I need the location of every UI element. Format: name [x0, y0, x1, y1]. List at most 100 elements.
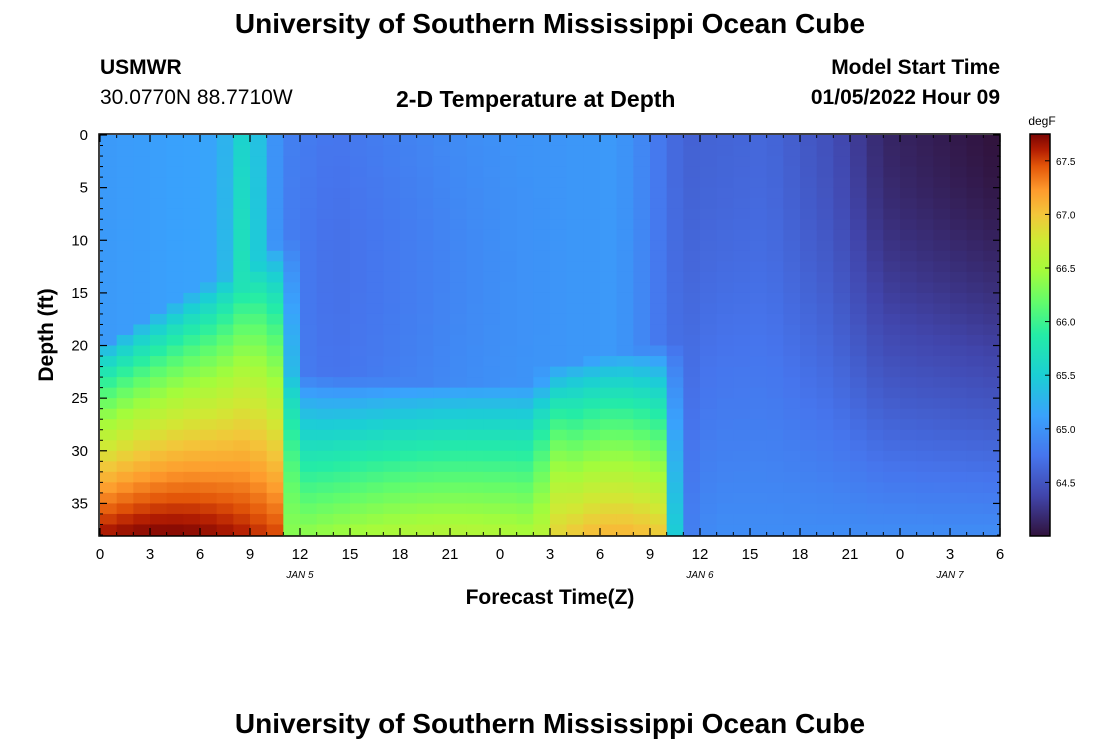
- heatmap-cell: [200, 282, 218, 294]
- heatmap-cell: [400, 440, 418, 452]
- heatmap-cell: [433, 219, 451, 231]
- heatmap-cell: [450, 345, 468, 357]
- heatmap-cell: [650, 398, 668, 410]
- heatmap-cell: [516, 377, 534, 389]
- heatmap-cell: [483, 229, 501, 241]
- heatmap-cell: [933, 292, 951, 305]
- heatmap-cell: [816, 261, 834, 273]
- heatmap-cell: [600, 387, 618, 399]
- heatmap-cell: [150, 461, 168, 473]
- heatmap-cell: [900, 324, 918, 336]
- heatmap-cell: [750, 313, 768, 326]
- heatmap-cell: [950, 345, 968, 357]
- heatmap-cell: [416, 261, 434, 273]
- heatmap-cell: [566, 377, 584, 389]
- heatmap-cell: [533, 324, 551, 336]
- heatmap-cell: [833, 335, 851, 347]
- heatmap-cell: [750, 377, 768, 389]
- heatmap-cell: [250, 250, 268, 262]
- heatmap-cell: [250, 450, 268, 462]
- heatmap-cell: [766, 408, 784, 420]
- heatmap-cell: [566, 166, 584, 178]
- heatmap-cell: [766, 429, 784, 441]
- heatmap-cell: [533, 187, 551, 199]
- heatmap-cell: [116, 313, 134, 326]
- heatmap-cell: [733, 187, 751, 199]
- heatmap-cell: [966, 292, 984, 305]
- heatmap-cell: [800, 524, 818, 536]
- heatmap-cell: [783, 335, 801, 347]
- heatmap-cell: [883, 303, 901, 315]
- heatmap-cell: [366, 440, 384, 452]
- heatmap-cell: [683, 471, 701, 483]
- heatmap-cell: [750, 471, 768, 483]
- heatmap-cell: [366, 166, 384, 178]
- heatmap-cell: [350, 303, 368, 315]
- heatmap-cell: [650, 156, 668, 168]
- heatmap-cell: [733, 356, 751, 368]
- heatmap-cell: [883, 219, 901, 231]
- date-label: JAN 5: [285, 570, 314, 581]
- heatmap-cell: [766, 345, 784, 357]
- heatmap-cell: [533, 250, 551, 262]
- heatmap-cell: [450, 335, 468, 347]
- heatmap-cell: [183, 303, 201, 315]
- heatmap-cell: [116, 282, 134, 294]
- heatmap-cell: [133, 482, 151, 494]
- heatmap-cell: [850, 356, 868, 368]
- heatmap-cell: [850, 166, 868, 178]
- heatmap-cell: [266, 471, 284, 483]
- heatmap-cell: [166, 261, 184, 273]
- x-tick-label: 3: [146, 546, 154, 563]
- heatmap-cell: [966, 492, 984, 505]
- heatmap-cell: [166, 271, 184, 283]
- heatmap-cell: [750, 324, 768, 336]
- x-tick-label: 12: [692, 546, 709, 563]
- heatmap-cell: [150, 166, 168, 178]
- heatmap-cell: [900, 145, 918, 157]
- heatmap-cell: [950, 240, 968, 252]
- heatmap-cell: [883, 335, 901, 347]
- heatmap-cell: [516, 324, 534, 336]
- heatmap-cell: [516, 471, 534, 483]
- heatmap-cell: [916, 303, 934, 315]
- heatmap-cell: [700, 261, 718, 273]
- heatmap-cell: [216, 356, 234, 368]
- heatmap-cell: [150, 356, 168, 368]
- heatmap-cell: [850, 292, 868, 305]
- heatmap-cell: [166, 471, 184, 483]
- heatmap-cell: [483, 429, 501, 441]
- heatmap-cell: [383, 324, 401, 336]
- heatmap-cell: [133, 135, 151, 147]
- heatmap-cell: [533, 366, 551, 378]
- heatmap-cell: [583, 250, 601, 262]
- heatmap-cell: [416, 461, 434, 473]
- heatmap-cell: [450, 187, 468, 199]
- heatmap-cell: [350, 387, 368, 399]
- heatmap-cell: [916, 313, 934, 326]
- heatmap-cell: [716, 271, 734, 283]
- x-tick-label: 15: [342, 546, 359, 563]
- heatmap-cell: [600, 135, 618, 147]
- heatmap-cell: [950, 419, 968, 431]
- heatmap-cell: [766, 366, 784, 378]
- heatmap-cell: [833, 513, 851, 526]
- heatmap-cell: [283, 187, 301, 199]
- heatmap-cell: [566, 398, 584, 410]
- heatmap-cell: [550, 324, 568, 336]
- heatmap-cell: [966, 282, 984, 294]
- heatmap-cell: [166, 524, 184, 536]
- heatmap-cell: [433, 450, 451, 462]
- heatmap-cell: [566, 303, 584, 315]
- heatmap-cell: [583, 524, 601, 536]
- heatmap-cell: [800, 513, 818, 526]
- heatmap-cell: [266, 482, 284, 494]
- heatmap-cell: [583, 345, 601, 357]
- heatmap-cell: [366, 345, 384, 357]
- heatmap-cell: [516, 156, 534, 168]
- heatmap-cell: [883, 461, 901, 473]
- heatmap-cell: [166, 166, 184, 178]
- heatmap-cell: [283, 156, 301, 168]
- heatmap-cell: [616, 398, 634, 410]
- model-start-label: Model Start Time: [831, 56, 1000, 79]
